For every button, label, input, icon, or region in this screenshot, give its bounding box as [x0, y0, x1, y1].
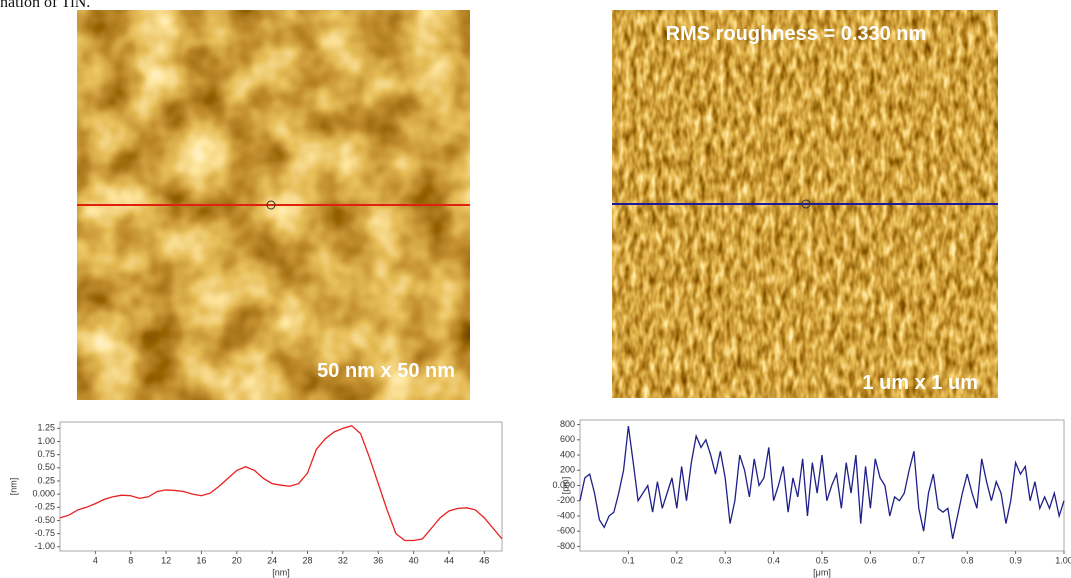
scale-label: 50 nm x 50 nm [317, 360, 455, 382]
y-tick-label: -0.25 [34, 502, 55, 512]
y-tick-label: 1.25 [37, 423, 55, 433]
x-tick-label: 36 [373, 555, 383, 565]
x-tick-label: 0.1 [622, 555, 635, 565]
y-tick-label: -400 [557, 510, 575, 520]
profile-line [59, 424, 503, 542]
y-tick-label: 0.000 [32, 489, 55, 499]
y-tick-label: 400 [560, 449, 575, 459]
y-axis-label: [nm] [8, 478, 18, 496]
profile-marker [801, 199, 811, 209]
y-tick-label: 600 [560, 434, 575, 444]
x-tick-label: 0.5 [816, 555, 829, 565]
x-tick-label: 0.6 [864, 555, 877, 565]
annotation: RMS roughness = 0.330 nm [666, 23, 927, 45]
x-tick-label: 1.00 [1055, 555, 1071, 565]
x-tick-label: 48 [479, 555, 489, 565]
x-tick-label: 0.2 [671, 555, 684, 565]
y-tick-label: 0.50 [37, 462, 55, 472]
y-tick-label: 0.25 [37, 475, 55, 485]
scale-label: 1 um x 1 um [862, 372, 978, 394]
y-tick-label: 0.000 [552, 480, 575, 490]
y-tick-label: -800 [557, 541, 575, 551]
x-tick-label: 0.8 [961, 555, 974, 565]
x-tick-label: 28 [303, 555, 313, 565]
y-axis-label: [pm] [560, 477, 570, 495]
x-tick-label: 44 [444, 555, 454, 565]
x-tick-label: 4 [93, 555, 98, 565]
y-tick-label: -600 [557, 526, 575, 536]
x-tick-label: 32 [338, 555, 348, 565]
x-tick-label: 40 [409, 555, 419, 565]
profile-marker [266, 200, 276, 210]
y-tick-label: -0.50 [34, 515, 55, 525]
x-tick-label: 24 [267, 555, 277, 565]
y-tick-label: 1.00 [37, 436, 55, 446]
plot-area [579, 419, 1065, 552]
y-tick-label: -200 [557, 495, 575, 505]
y-tick-label: -1.00 [34, 541, 55, 551]
x-tick-label: 0.3 [719, 555, 732, 565]
x-axis-label: [nm] [272, 567, 290, 577]
caption: nation of TiN. [0, 0, 90, 11]
x-tick-label: 8 [128, 555, 133, 565]
y-tick-label: 0.75 [37, 449, 55, 459]
y-tick-label: -0.75 [34, 528, 55, 538]
profile-line [579, 426, 1065, 539]
x-tick-label: 0.7 [913, 555, 926, 565]
y-tick-label: 200 [560, 465, 575, 475]
x-tick-label: 20 [232, 555, 242, 565]
x-tick-label: 16 [196, 555, 206, 565]
x-tick-label: 12 [161, 555, 171, 565]
x-tick-label: 0.9 [1009, 555, 1022, 565]
x-axis-label: [μm] [813, 567, 831, 577]
x-tick-label: 0.4 [767, 555, 780, 565]
y-tick-label: 800 [560, 419, 575, 429]
plot-area [59, 421, 503, 552]
